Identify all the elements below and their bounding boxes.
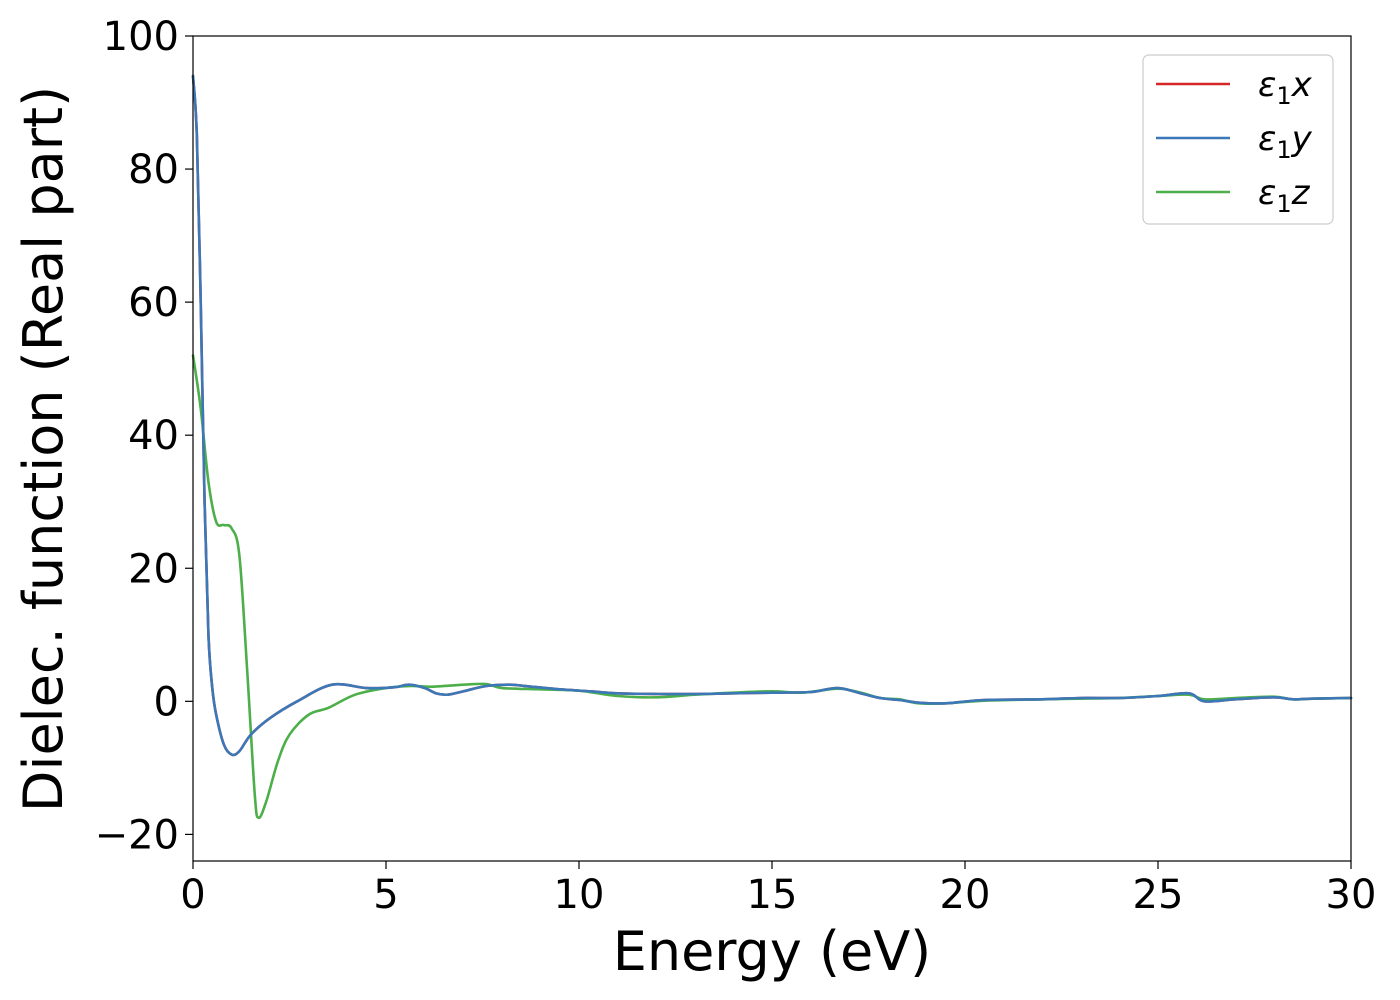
x-tick-label: 30 — [1326, 872, 1377, 918]
series-layer — [191, 74, 1353, 820]
x-tick-label: 5 — [373, 872, 398, 918]
y-tick-label: 80 — [128, 147, 179, 193]
legend-subscript: 1 — [1276, 82, 1291, 110]
legend-subscript: 1 — [1276, 190, 1291, 218]
y-tick-label: 100 — [103, 14, 179, 60]
legend-label: ε1y — [1258, 119, 1313, 164]
y-axis-label: Dielec. function (Real part) — [12, 86, 75, 812]
legend-subscript: 1 — [1276, 136, 1291, 164]
legend-label: ε1x — [1258, 65, 1313, 110]
legend-component: x — [1291, 65, 1313, 105]
legend-symbol: ε — [1258, 65, 1276, 105]
y-tick-label: −20 — [95, 812, 179, 858]
x-axis-label: Energy (eV) — [613, 920, 932, 983]
y-tick-label: 60 — [128, 280, 179, 326]
series-line-y — [191, 74, 1353, 757]
legend-symbol: ε — [1258, 119, 1276, 159]
x-tick-label: 15 — [747, 872, 798, 918]
legend-label: ε1z — [1258, 173, 1311, 218]
x-tick-label: 0 — [180, 872, 205, 918]
y-tick-label: 40 — [128, 413, 179, 459]
x-axis-ticks: 0 5 10 15 20 25 30 — [180, 861, 1376, 918]
y-tick-label: 0 — [154, 679, 179, 725]
x-tick-label: 20 — [940, 872, 991, 918]
legend-component: z — [1291, 173, 1311, 213]
x-tick-label: 25 — [1133, 872, 1184, 918]
x-tick-label: 10 — [554, 872, 605, 918]
y-tick-label: 20 — [128, 546, 179, 592]
y-axis-ticks: 100 80 60 40 20 0 −20 — [95, 14, 193, 858]
legend-component: y — [1291, 119, 1313, 159]
legend-frame — [1142, 54, 1334, 225]
legend-symbol: ε — [1258, 173, 1276, 213]
